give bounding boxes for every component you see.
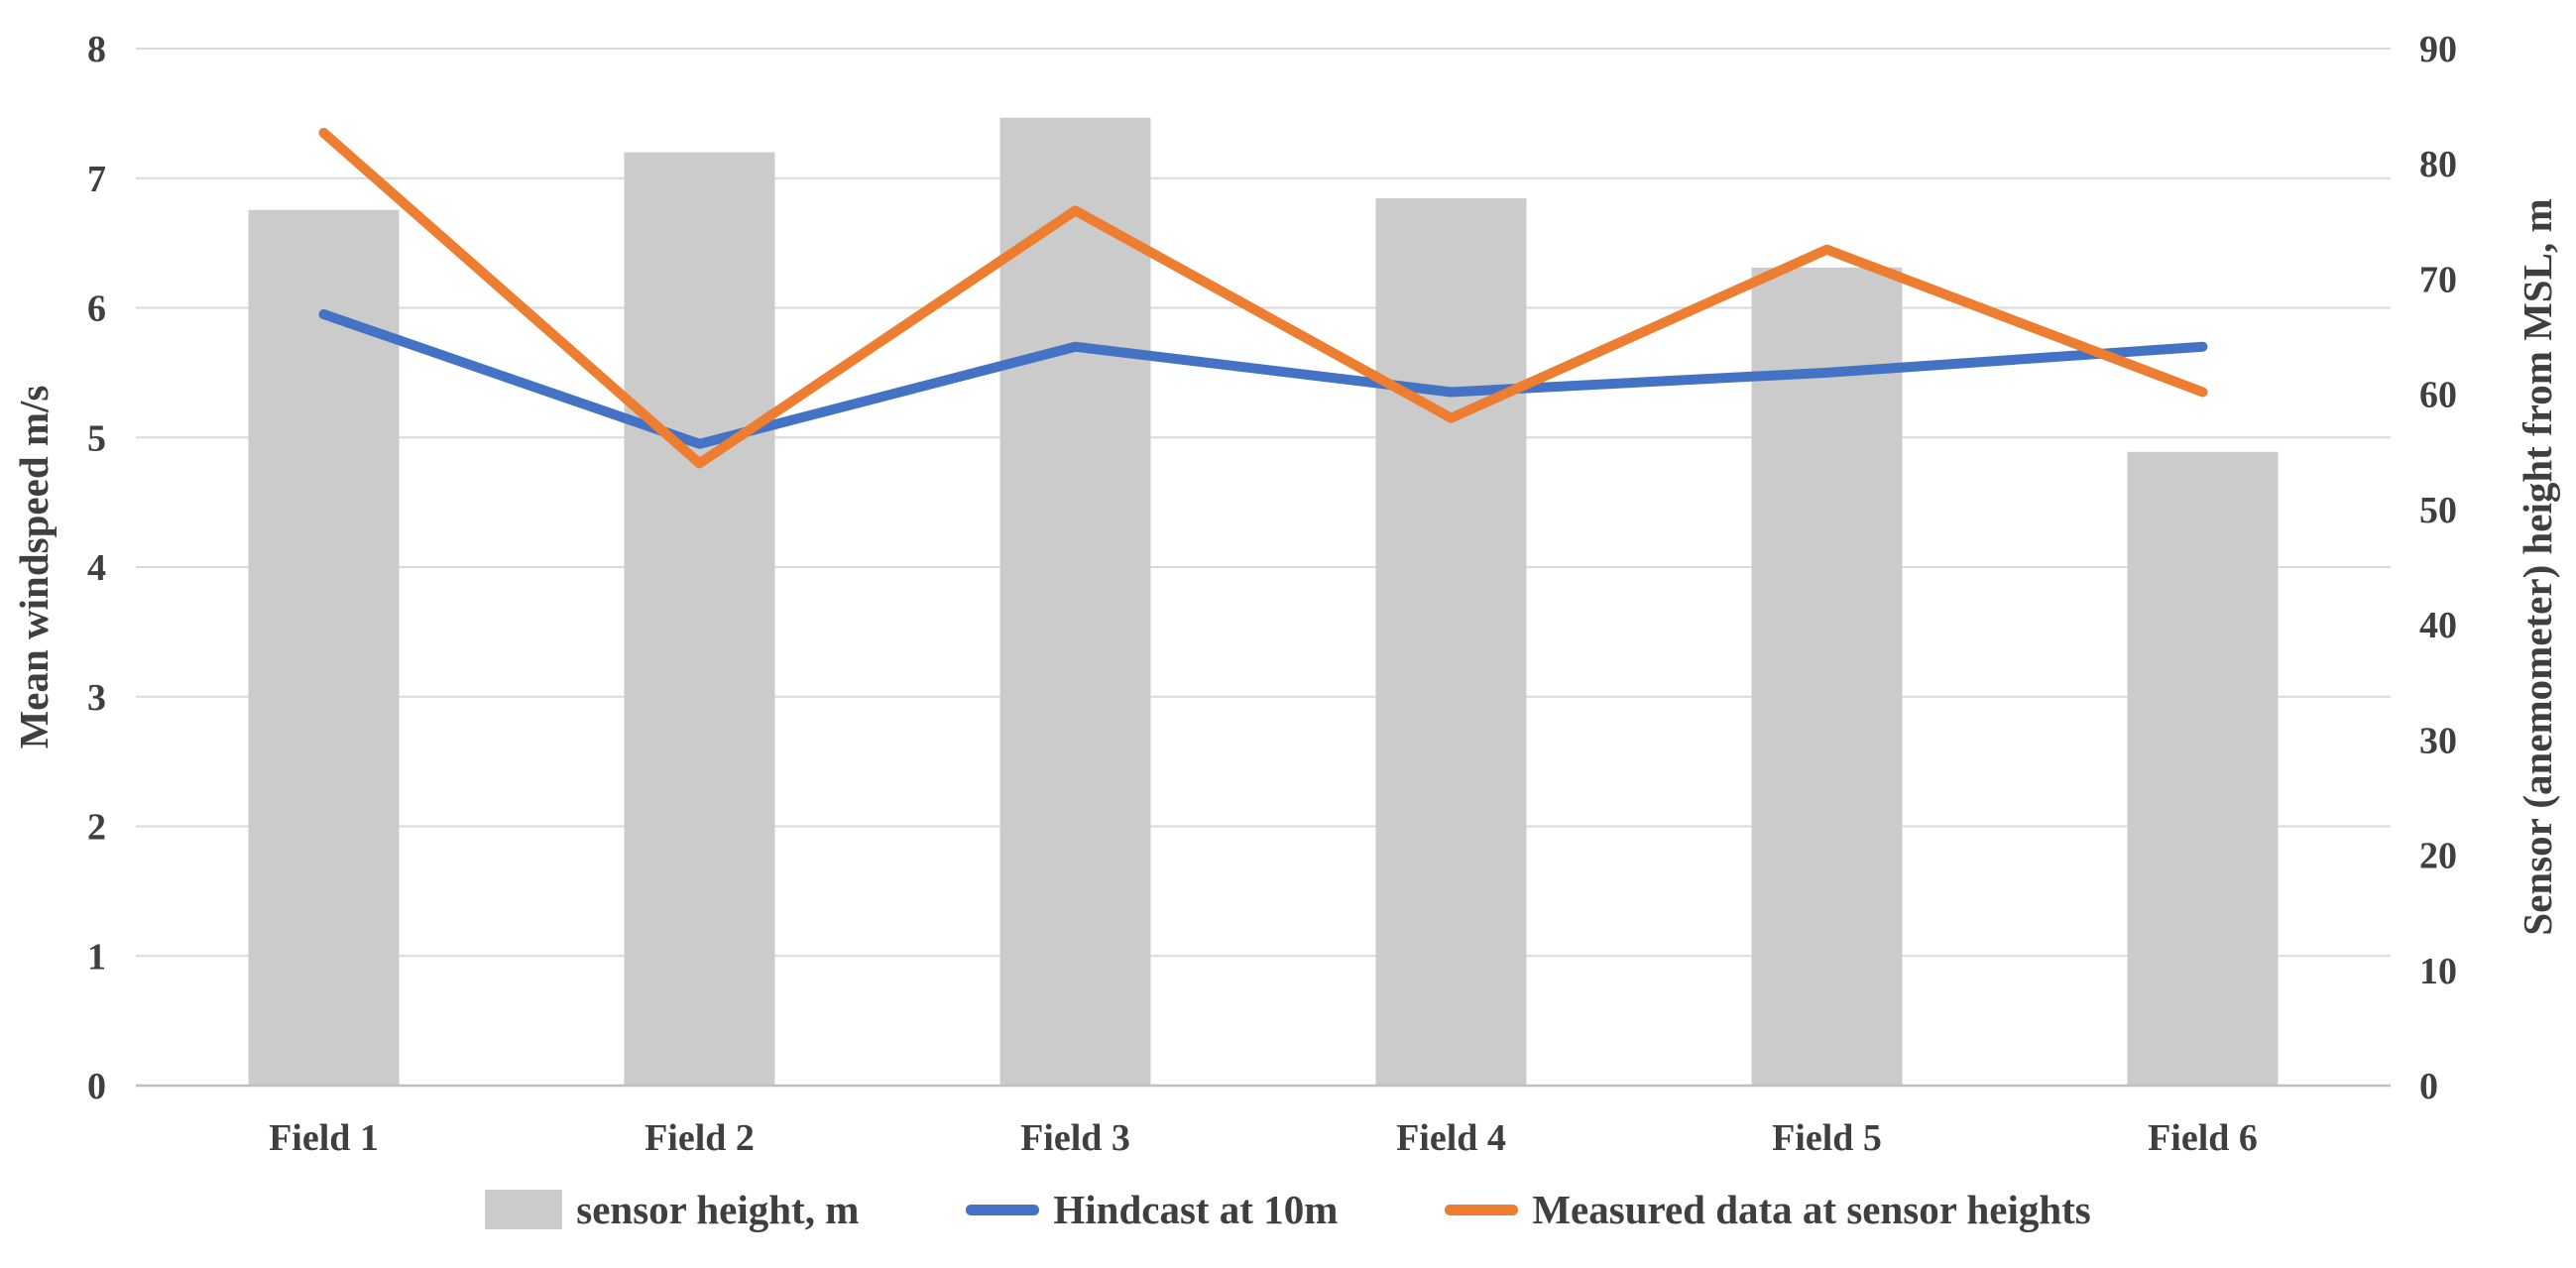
right-axis-tick-label: 20 [2419,836,2457,877]
left-axis-tick-label: 1 [87,936,106,978]
left-axis-tick-label: 3 [87,677,106,719]
right-axis-tick-label: 30 [2419,720,2457,761]
bar-sensor-height [1375,198,1527,1087]
bar-sensor-height [1751,267,1903,1086]
legend-item-hindcast: Hindcast at 10m [966,1186,1338,1233]
right-axis-tick-label: 60 [2419,375,2457,416]
right-axis-tick-label: 50 [2419,490,2457,531]
left-axis-tick-label: 0 [87,1066,106,1107]
right-axis-tick-label: 80 [2419,144,2457,185]
x-axis-category-label: Field 4 [1396,1117,1506,1159]
right-axis-tick-label: 40 [2419,605,2457,646]
x-axis-category-label: Field 2 [644,1117,755,1159]
bar-sensor-height [624,152,775,1087]
x-axis-category-label: Field 3 [1020,1117,1130,1159]
legend-label: Measured data at sensor heights [1532,1187,2091,1232]
left-axis-title: Mean windspeed m/s [11,385,57,749]
right-axis-tick-label: 10 [2419,951,2457,992]
legend: sensor height, m Hindcast at 10m Measured … [0,1186,2576,1233]
right-axis-tick-label: 70 [2419,259,2457,300]
legend-item-sensor-height: sensor height, m [485,1186,859,1233]
right-axis-tick-label: 0 [2419,1066,2438,1107]
legend-bar-swatch-icon [485,1190,563,1229]
line-measured-at-sensor-heights [318,127,2208,469]
legend-item-measured: Measured data at sensor heights [1445,1186,2091,1233]
line-hindcast-at-10m [318,309,2208,449]
x-axis-category-label: Field 5 [1772,1117,1882,1159]
legend-line-swatch-icon [966,1204,1040,1215]
right-axis-tick-label: 90 [2419,29,2457,70]
left-axis-tick-label: 8 [87,29,106,70]
left-axis-tick-label: 2 [87,807,106,849]
bar-sensor-height [999,117,1151,1086]
legend-label: Hindcast at 10m [1053,1187,1339,1232]
x-axis-category-label: Field 1 [269,1117,379,1159]
bar-sensor-height [2127,451,2279,1086]
legend-label: sensor height, m [576,1187,860,1232]
right-axis-title: Sensor (anemometer) height from MSL, m [2515,198,2560,936]
left-axis-tick-label: 5 [87,417,106,459]
left-axis-tick-label: 4 [87,547,106,589]
x-axis-category-label: Field 6 [2148,1117,2258,1159]
left-axis-tick-label: 7 [87,159,106,200]
legend-line-swatch-icon [1445,1204,1519,1215]
left-axis-tick-label: 6 [87,288,106,330]
bar-sensor-height [248,209,400,1086]
